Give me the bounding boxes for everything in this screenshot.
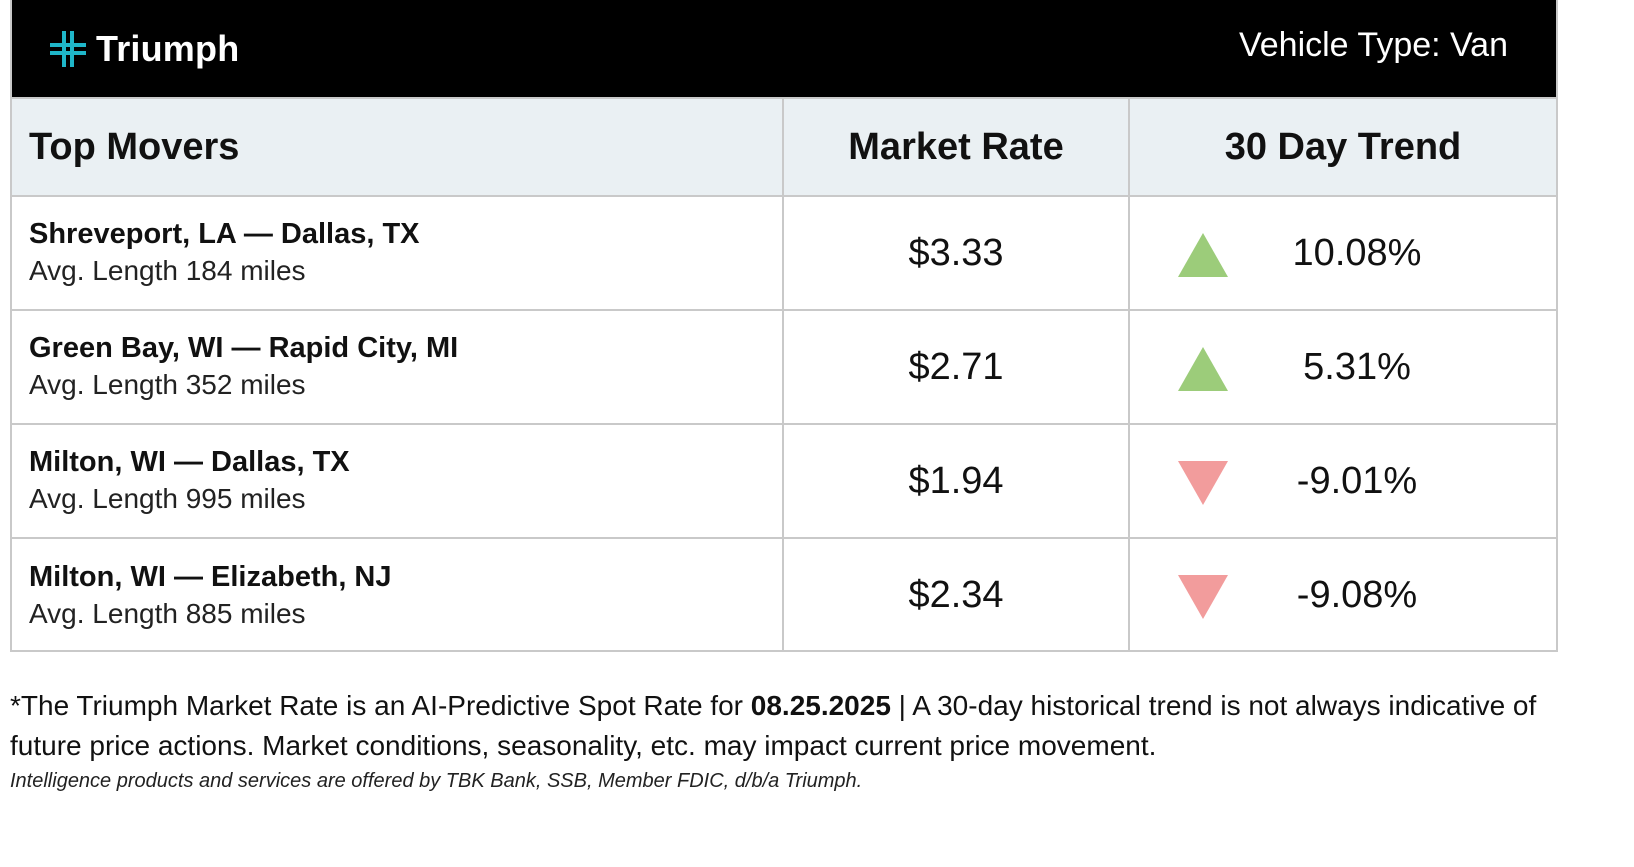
brand-name: Triumph [96,28,240,69]
trend-cell: -9.08% [1128,537,1556,652]
trend-down-arrow-icon [1178,461,1228,505]
rate-date: 08.25.2025 [750,690,891,721]
lane-name: Milton, WI — Dallas, TX [29,446,350,478]
lane-length: Avg. Length 995 miles [29,483,306,514]
trend-down-arrow-icon [1178,575,1228,619]
lane-length: Avg. Length 885 miles [29,597,306,629]
trend-percent: -9.01% [1296,459,1418,502]
triumph-cross-logo-icon [50,31,86,67]
trend-percent: 5.31% [1303,345,1411,388]
table-row: Milton, WI — Elizabeth, NJ Avg. Length 88… [12,537,1556,652]
table-header-row: Top Movers Market Rate 30 Day Trend [12,97,1556,197]
disclaimer-suffix: | A 30-day historical trend is not alway… [10,690,1537,761]
column-header-market-rate: Market Rate [782,97,1130,197]
trend-up-arrow-icon [1178,347,1228,391]
trend-cell: -9.01% [1128,423,1556,539]
market-rate-value: $3.33 [782,195,1130,311]
vehicle-type-label: Vehicle Type: Van [1238,26,1508,64]
lane-name: Green Bay, WI — Rapid City, MI [29,332,459,364]
lane-length: Avg. Length 184 miles [29,255,306,286]
table-row: Milton, WI — Dallas, TX Avg. Length 995 m… [12,423,1556,539]
lane-length: Avg. Length 352 miles [29,369,306,400]
lane-cell: Milton, WI — Elizabeth, NJ Avg. Length 88… [12,537,784,652]
market-rate-card: Triumph Vehicle Type: Van Top Movers Mar… [10,0,1558,652]
lane-cell: Milton, WI — Dallas, TX Avg. Length 995 m… [12,423,784,539]
market-rate-value: $1.94 [782,423,1130,539]
disclaimer-text: *The Triumph Market Rate is an AI-Predic… [10,686,1610,766]
table-row: Green Bay, WI — Rapid City, MI Avg. Lengt… [12,309,1556,425]
header-bar: Triumph Vehicle Type: Van [12,0,1556,97]
lane-name: Shreveport, LA — Dallas, TX [29,218,420,250]
trend-percent: -9.08% [1296,574,1418,616]
market-rate-value: $2.71 [782,309,1130,425]
lane-cell: Shreveport, LA — Dallas, TX Avg. Length 1… [12,195,784,311]
trend-up-arrow-icon [1178,233,1228,277]
column-header-top-movers: Top Movers [12,97,784,197]
lane-name: Milton, WI — Elizabeth, NJ [29,560,392,593]
lane-cell: Green Bay, WI — Rapid City, MI Avg. Lengt… [12,309,784,425]
trend-cell: 5.31% [1128,309,1556,425]
trend-cell: 10.08% [1128,195,1556,311]
brand-logo: Triumph [48,28,239,70]
trend-percent: 10.08% [1292,231,1422,274]
market-rate-value: $2.34 [782,537,1130,652]
table-row: Shreveport, LA — Dallas, TX Avg. Length 1… [12,195,1556,311]
column-header-trend: 30 Day Trend [1128,97,1556,197]
disclaimer-prefix: *The Triumph Market Rate is an AI-Predic… [10,690,751,721]
legal-notice: Intelligence products and services are o… [10,770,863,792]
top-movers-table: Top Movers Market Rate 30 Day Trend Shre… [12,97,1556,652]
